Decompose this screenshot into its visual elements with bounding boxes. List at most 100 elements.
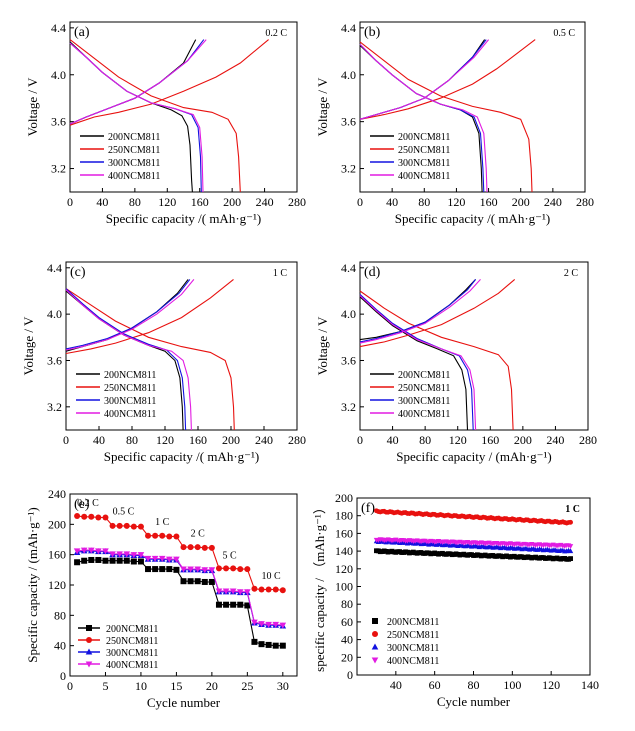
panel-label: (c) [70, 265, 86, 280]
y-tick-label: 3.6 [341, 115, 356, 129]
x-tick-label: 160 [191, 195, 209, 209]
x-tick-label: 15 [170, 679, 182, 693]
x-tick-label: 160 [480, 195, 498, 209]
legend-entry: 200NCM811 [398, 370, 450, 381]
series-line-200NCM811-charge [359, 279, 477, 341]
data-point-200NCM811 [102, 557, 109, 564]
data-point-250NCM811 [194, 544, 201, 551]
data-point-250NCM811 [251, 585, 258, 592]
legend-marker [372, 631, 378, 637]
data-point-200NCM811 [568, 556, 573, 561]
x-axis-label: Specific capacity /( mAh·g⁻¹) [104, 449, 260, 464]
x-tick-label: 120 [447, 195, 465, 209]
panel-label: (e) [74, 497, 90, 512]
data-point-400NCM811 [130, 552, 138, 559]
x-tick-label: 160 [189, 433, 207, 447]
y-axis-label: Voltage / V [21, 316, 36, 375]
chart-panel-5: 40 60 80 100 120 140 0 20 40 60 80 100 120 140 160 180 2… [312, 491, 599, 709]
legend-entry: 400NCM811 [106, 660, 158, 671]
x-tick-label: 80 [418, 195, 430, 209]
plot-frame [359, 21, 586, 193]
chart-panel-4: 0 5 10 15 20 25 30 0 40 80 120 160 200 240 Cycle numbe… [25, 487, 298, 710]
series-line-200NCM811-discharge [69, 41, 193, 193]
data-point-250NCM811 [230, 565, 237, 572]
data-point-400NCM811 [187, 566, 194, 573]
x-tick-label: 240 [546, 433, 564, 447]
data-point-200NCM811 [88, 556, 95, 563]
legend-entry: 250NCM811 [398, 145, 450, 156]
data-point-200NCM811 [201, 578, 208, 585]
y-tick-label: 3.2 [341, 400, 356, 414]
y-tick-label: 100 [335, 580, 353, 594]
series-line-400NCM811-charge [65, 279, 195, 351]
data-point-400NCM811 [151, 555, 159, 562]
series-line-200NCM811-discharge [359, 296, 469, 431]
data-point-250NCM811 [201, 544, 208, 551]
rate-label: 0.2 C [77, 498, 99, 509]
data-point-250NCM811 [166, 533, 173, 540]
data-point-200NCM811 [230, 601, 237, 608]
data-point-200NCM811 [173, 566, 180, 573]
data-point-200NCM811 [74, 559, 81, 566]
legend-entry: 200NCM811 [108, 132, 160, 143]
data-point-400NCM811 [166, 556, 173, 563]
y-tick-label: 3.6 [47, 353, 62, 367]
series-line-400NCM811-charge [359, 39, 490, 120]
data-point-400NCM811 [137, 552, 145, 559]
data-point-250NCM811 [272, 586, 279, 593]
data-point-250NCM811 [116, 522, 123, 529]
data-point-250NCM811 [145, 532, 152, 539]
data-point-400NCM811 [194, 566, 201, 573]
x-tick-label: 80 [126, 433, 138, 447]
plot-frame [65, 261, 298, 431]
data-point-400NCM811 [102, 548, 109, 555]
data-point-250NCM811 [173, 533, 180, 540]
plot-frame [359, 261, 589, 431]
data-point-400NCM811 [87, 547, 95, 554]
data-point-400NCM811 [180, 566, 187, 573]
legend-entry: 400NCM811 [104, 409, 156, 420]
x-tick-label: 0 [63, 433, 69, 447]
x-tick-label: 120 [158, 195, 176, 209]
data-point-200NCM811 [137, 558, 144, 565]
y-tick-label: 4.4 [47, 261, 62, 275]
legend-entry: 250NCM811 [108, 145, 160, 156]
y-tick-label: 120 [48, 578, 66, 592]
data-point-250NCM811 [74, 512, 81, 519]
series-line-400NCM811-discharge [65, 289, 192, 431]
data-point-400NCM811 [215, 588, 223, 595]
data-point-250NCM811 [244, 566, 251, 573]
data-point-400NCM811 [123, 551, 131, 558]
data-point-250NCM811 [279, 587, 286, 594]
legend-entry: 300NCM811 [398, 158, 450, 169]
x-tick-label: 0 [67, 679, 73, 693]
legend-entry: 300NCM811 [106, 648, 158, 659]
data-point-250NCM811 [152, 532, 159, 539]
legend-marker [371, 643, 379, 650]
series-line-400NCM811-charge [69, 39, 207, 125]
legend-marker [86, 637, 92, 643]
y-tick-label: 3.2 [51, 162, 66, 176]
x-tick-label: 160 [481, 433, 499, 447]
data-point-200NCM811 [152, 566, 159, 573]
data-point-400NCM811 [173, 556, 180, 563]
y-tick-label: 20 [341, 650, 353, 664]
data-point-400NCM811 [244, 589, 251, 596]
data-point-250NCM811 [159, 532, 166, 539]
chart-panel-0: 0 40 80 120 160 200 240 280 3.2 3.6 4.0 4.4 Specific… [25, 21, 306, 226]
x-tick-label: 200 [223, 195, 241, 209]
series-line-400NCM811-discharge [359, 295, 477, 431]
x-tick-label: 280 [288, 195, 306, 209]
y-tick-label: 3.6 [51, 115, 66, 129]
rate-annotation: 0.5 C [553, 28, 575, 39]
y-tick-label: 4.0 [341, 307, 356, 321]
legend-entry: 400NCM811 [387, 656, 439, 667]
y-tick-label: 120 [335, 562, 353, 576]
data-point-400NCM811 [236, 589, 244, 596]
y-axis-label: Voltage / V [315, 316, 330, 375]
x-tick-label: 0 [357, 195, 363, 209]
rate-annotation: 2 C [564, 268, 579, 279]
y-tick-label: 180 [335, 509, 353, 523]
data-point-300NCM811 [567, 548, 574, 554]
